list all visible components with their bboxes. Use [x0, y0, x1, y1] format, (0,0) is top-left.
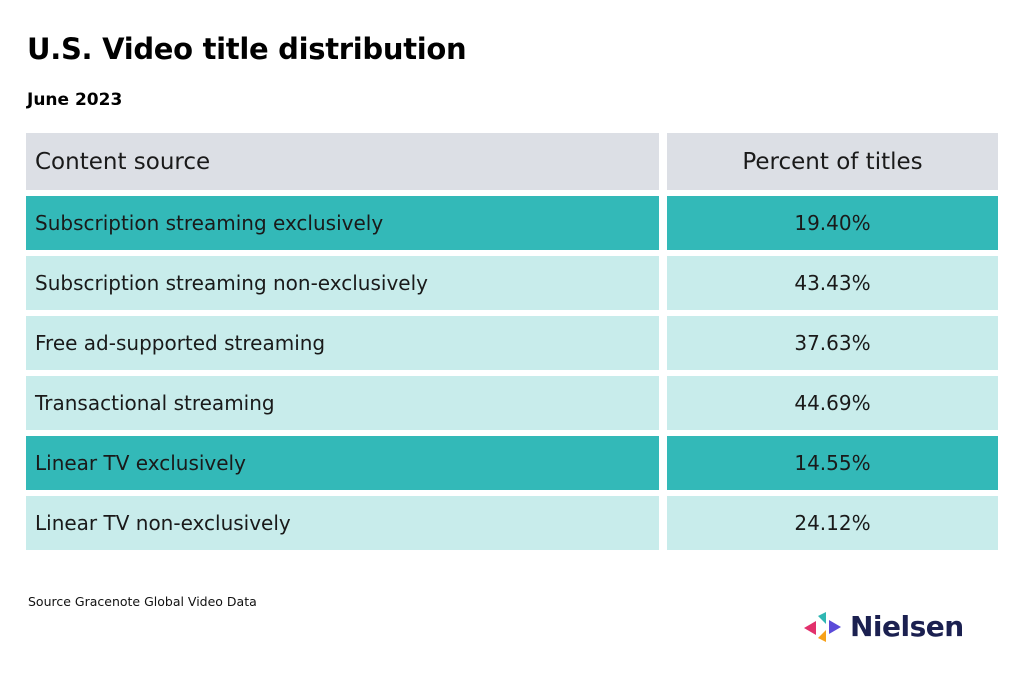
nielsen-logo: Nielsen	[804, 610, 964, 643]
nielsen-logo-text: Nielsen	[850, 610, 964, 643]
table-header-row: Content source Percent of titles	[26, 133, 998, 190]
table-row: Linear TV exclusively 14.55%	[26, 436, 998, 490]
row-percent-value: 37.63%	[667, 316, 998, 370]
source-note: Source Gracenote Global Video Data	[28, 594, 257, 609]
row-percent-value: 43.43%	[667, 256, 998, 310]
row-source-label: Subscription streaming non-exclusively	[26, 256, 667, 310]
data-table: Content source Percent of titles Subscri…	[26, 127, 998, 556]
table-row: Free ad-supported streaming 37.63%	[26, 316, 998, 370]
row-source-label: Subscription streaming exclusively	[26, 196, 667, 250]
table-row: Subscription streaming exclusively 19.40%	[26, 196, 998, 250]
column-header-percent: Percent of titles	[667, 133, 998, 190]
row-percent-value: 24.12%	[667, 496, 998, 550]
table-row: Subscription streaming non-exclusively 43…	[26, 256, 998, 310]
column-header-source: Content source	[26, 133, 667, 190]
row-percent-value: 19.40%	[667, 196, 998, 250]
row-source-label: Linear TV non-exclusively	[26, 496, 667, 550]
table-body: Subscription streaming exclusively 19.40%…	[26, 196, 998, 550]
chart-title: U.S. Video title distribution	[27, 32, 467, 66]
row-source-label: Transactional streaming	[26, 376, 667, 430]
chart-subtitle: June 2023	[27, 90, 123, 110]
row-percent-value: 14.55%	[667, 436, 998, 490]
nielsen-arrows-icon	[804, 611, 841, 642]
row-source-label: Free ad-supported streaming	[26, 316, 667, 370]
row-source-label: Linear TV exclusively	[26, 436, 667, 490]
table-row: Linear TV non-exclusively 24.12%	[26, 496, 998, 550]
row-percent-value: 44.69%	[667, 376, 998, 430]
table-row: Transactional streaming 44.69%	[26, 376, 998, 430]
